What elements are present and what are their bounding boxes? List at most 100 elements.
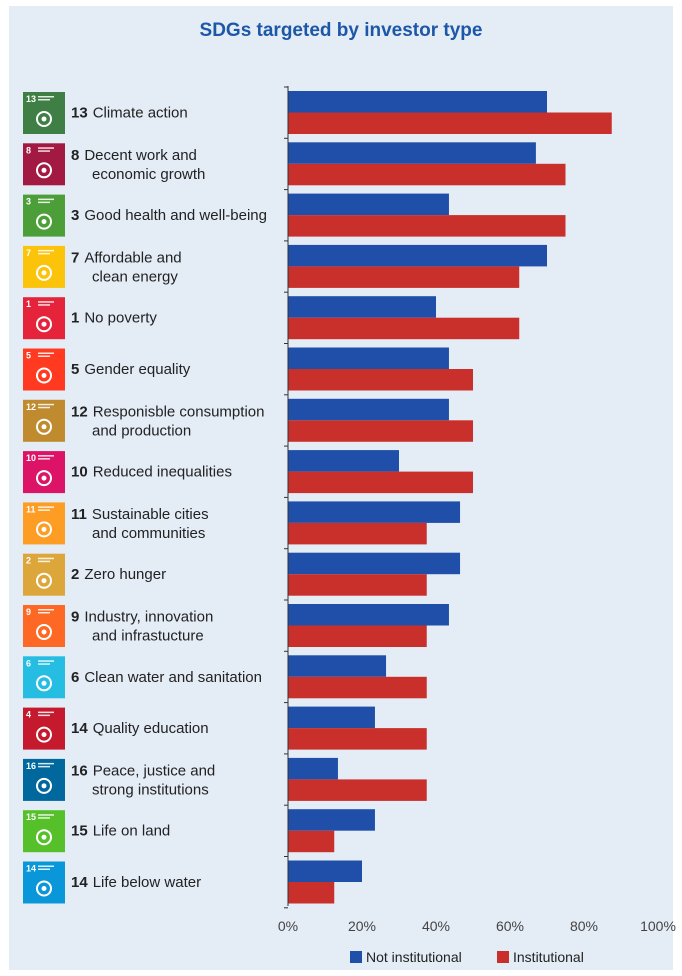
category-name: Zero hunger (84, 566, 166, 583)
bar-institutional (288, 163, 566, 186)
category-name: Peace, justice and (93, 762, 216, 779)
category-name: Sustainable cities (92, 506, 209, 523)
category-number: 11 (71, 506, 87, 523)
svg-text:12: 12 (26, 402, 36, 412)
bar-institutional (288, 471, 473, 494)
svg-text:15: 15 (26, 812, 36, 822)
category-number: 10 (71, 464, 88, 481)
category-name-line2: and production (92, 422, 191, 439)
legend-swatch (350, 951, 362, 963)
category-name: Life below water (93, 874, 201, 891)
category-label: 2 Zero hunger (71, 566, 166, 583)
legend-label: Not institutional (366, 949, 462, 965)
sdg-10-icon: 10 (23, 451, 65, 494)
category-label: 6 Clean water and sanitation (71, 669, 262, 686)
sdg-12-icon: 12 (23, 399, 65, 442)
x-tick-label: 0% (278, 918, 298, 934)
bar-institutional (288, 420, 473, 442)
category-label: 9 Industry, innovation and infrastucture (71, 609, 213, 645)
category-number: 15 (71, 823, 88, 840)
category-number: 7 (71, 249, 79, 266)
sdg-13-icon: 13 (23, 92, 65, 134)
category-name-line2: and communities (92, 525, 205, 542)
bar-institutional (288, 676, 427, 699)
sdg-16-icon: 16 (23, 758, 65, 801)
category-label: 8 Decent work and economic growth (71, 147, 205, 183)
legend-item: Not institutional (350, 949, 462, 965)
sdg-11-icon: 11 (23, 502, 65, 545)
category-name: Reduced inequalities (93, 464, 232, 481)
category-name: Clean water and sanitation (84, 669, 262, 686)
category-name: Climate action (93, 105, 188, 122)
category-label: 14 Quality education (71, 720, 209, 737)
sdg-2-icon: 2 (23, 553, 65, 596)
sdg-15-icon: 15 (23, 810, 65, 853)
bar-not-institutional (288, 91, 547, 113)
bar-not-institutional (288, 706, 375, 729)
bar-not-institutional (288, 501, 461, 523)
category-name: Industry, innovation (84, 609, 213, 626)
bar-institutional (288, 317, 520, 340)
svg-text:6: 6 (26, 658, 31, 668)
sdg-6-icon: 6 (23, 656, 65, 699)
category-label: 3 Good health and well-being (71, 207, 267, 224)
category-name: Gender equality (84, 361, 190, 378)
category-label: 11 Sustainable cities and communities (71, 506, 209, 542)
category-labels: 13 Climate action 8 Decent work andeconomic… (71, 105, 267, 892)
category-name: Life on land (93, 823, 171, 840)
category-number: 3 (71, 207, 79, 224)
legend-label: Institutional (513, 949, 584, 965)
category-number: 12 (71, 403, 88, 420)
bar-not-institutional (288, 552, 461, 575)
bar-institutional (288, 215, 566, 237)
svg-text:4: 4 (26, 710, 31, 720)
sdg-5-icon: 5 (23, 348, 65, 391)
category-name: Good health and well-being (84, 207, 267, 224)
category-name-line2: strong institutions (92, 781, 209, 798)
sdg-7-icon: 7 (23, 245, 65, 288)
chart-title: SDGs targeted by investor type (199, 20, 483, 41)
category-number: 16 (71, 762, 88, 779)
bar-institutional (288, 266, 520, 288)
bar-not-institutional (288, 860, 362, 882)
category-name: Affordable and (84, 249, 181, 266)
bar-not-institutional (288, 244, 547, 267)
bar-institutional (288, 882, 335, 904)
svg-text:11: 11 (26, 504, 36, 514)
category-number: 14 (71, 720, 88, 737)
category-number: 8 (71, 147, 79, 164)
sdg-14-icon: 14 (23, 861, 65, 904)
category-name-line2: economic growth (92, 166, 205, 183)
svg-text:16: 16 (26, 761, 36, 771)
sdg-8-icon: 8 (23, 143, 65, 186)
category-label: 13 Climate action (71, 105, 188, 122)
category-label: 15 Life on land (71, 823, 170, 840)
category-label: 10 Reduced inequalities (71, 464, 232, 481)
svg-text:14: 14 (26, 864, 36, 874)
sdg-1-icon: 1 (23, 297, 65, 340)
category-number: 5 (71, 361, 79, 378)
bar-institutional (288, 625, 427, 647)
category-name-line2: and infrastucture (92, 628, 204, 645)
bar-institutional (288, 779, 427, 801)
svg-text:8: 8 (26, 145, 31, 155)
category-number: 9 (71, 609, 79, 626)
category-name: No poverty (84, 310, 157, 327)
svg-text:2: 2 (26, 556, 31, 566)
category-name-line2: clean energy (92, 268, 178, 285)
x-axis-ticks: 0% 20% 40% 60% 80% 100% (278, 86, 676, 934)
bar-not-institutional (288, 757, 338, 780)
svg-text:7: 7 (26, 248, 31, 258)
bar-institutional (288, 369, 473, 391)
sdg-3-icon: 3 (23, 194, 65, 237)
